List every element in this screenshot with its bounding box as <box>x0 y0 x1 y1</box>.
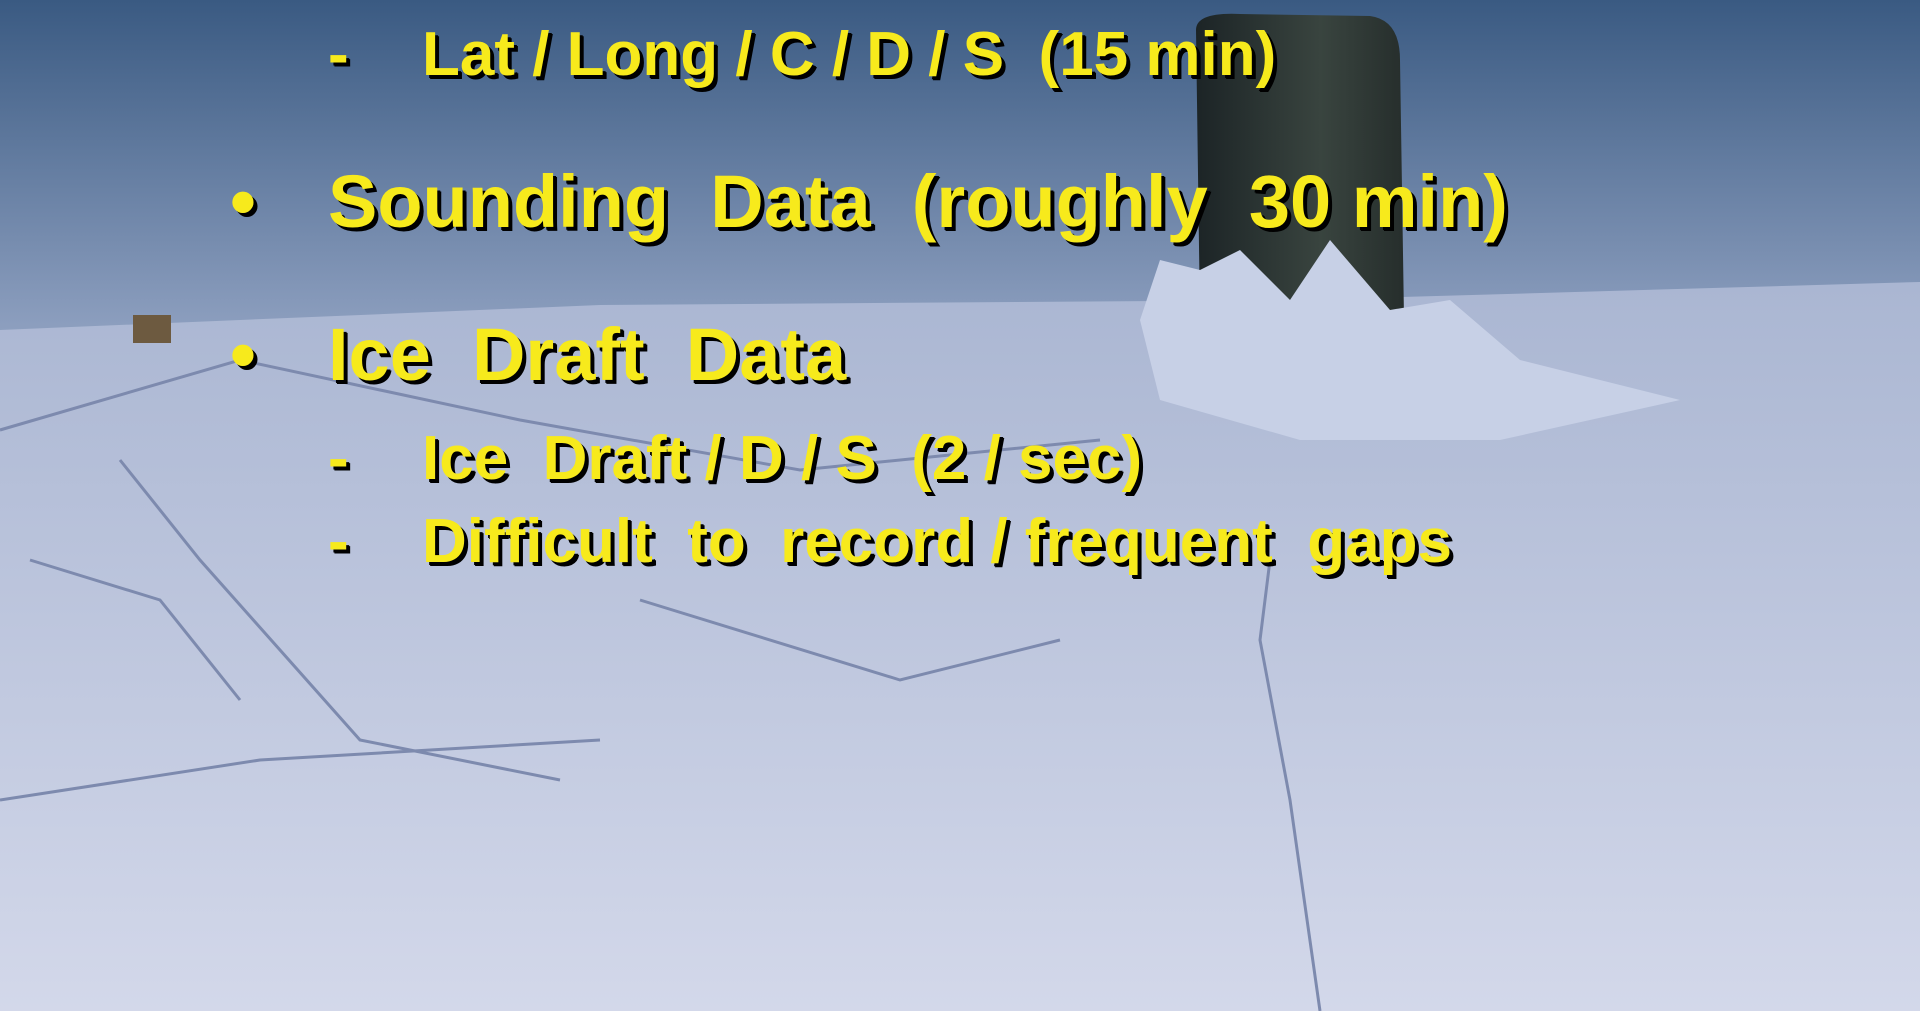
background-photo <box>0 0 1920 1011</box>
marker: - <box>328 428 349 490</box>
marker: • <box>230 318 256 392</box>
marker: - <box>328 24 349 86</box>
bullet-text: Ice Draft Data <box>328 318 846 392</box>
marker: - <box>328 511 349 573</box>
bullet-text: Ice Draft / D / S (2 / sec) <box>422 428 1142 490</box>
bullet-text: Difficult to record / frequent gaps <box>422 511 1452 573</box>
bullet-text: Lat / Long / C / D / S (15 min) <box>422 24 1276 86</box>
slide: - Lat / Long / C / D / S (15 min) • Soun… <box>0 0 1920 1011</box>
marker: • <box>230 165 256 239</box>
bullet-text: Sounding Data (roughly 30 min) <box>328 165 1508 239</box>
